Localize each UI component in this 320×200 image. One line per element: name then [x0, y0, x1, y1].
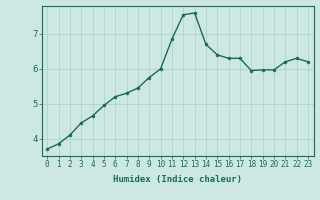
X-axis label: Humidex (Indice chaleur): Humidex (Indice chaleur) — [113, 175, 242, 184]
